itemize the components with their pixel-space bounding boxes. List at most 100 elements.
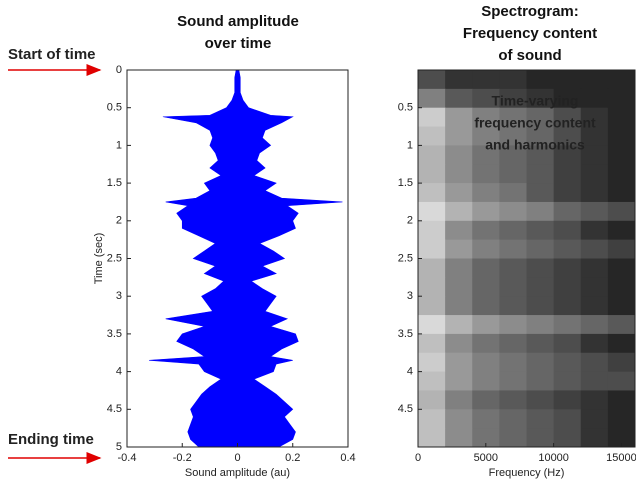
time-annotation: Ending time — [8, 431, 94, 448]
spectrogram-cell — [526, 164, 555, 184]
spectrogram-cell — [607, 258, 636, 278]
spectrogram-cell — [445, 428, 473, 448]
spectrogram-cell — [526, 428, 555, 448]
spectrogram-cell — [553, 315, 582, 335]
spectrogram-cell — [580, 220, 609, 241]
spectrogram-cell — [418, 183, 446, 203]
spectrogram-cell — [607, 107, 636, 128]
spectrogram-cell — [445, 296, 473, 316]
spectrogram-cell — [418, 296, 446, 316]
spectrogram-cell — [526, 409, 555, 429]
y-tick-label: 1 — [407, 139, 413, 151]
spectrogram-cell — [607, 390, 636, 410]
spectrogram-cell — [553, 107, 582, 128]
spectrogram-cell — [607, 428, 636, 448]
y-tick-label: 0.5 — [398, 102, 413, 114]
spectrogram-cell — [580, 70, 609, 90]
spectrogram-cell — [445, 390, 473, 410]
spectrogram-cell — [418, 352, 446, 373]
x-tick-label: 0 — [415, 452, 421, 464]
spectrogram-cell — [472, 70, 500, 90]
spectrogram-cell — [445, 315, 473, 335]
spectrogram-cell — [526, 390, 555, 410]
y-tick-label: 4.5 — [107, 403, 122, 415]
spectrogram-cell — [526, 277, 555, 297]
spectrogram-cell — [499, 390, 527, 410]
spectrogram-cell — [553, 277, 582, 297]
spectrogram-cell — [499, 428, 527, 448]
spectrogram-cell — [499, 296, 527, 316]
spectrogram-cell — [418, 220, 446, 241]
spectrogram-cell — [526, 333, 555, 354]
time-annotation: Start of time — [8, 46, 96, 63]
spectrogram-annotation: and harmonics — [485, 137, 585, 153]
spectrogram-cell — [472, 428, 500, 448]
spectrogram-cell — [472, 220, 500, 241]
spectrogram-cell — [553, 220, 582, 241]
spectrogram-cell — [553, 258, 582, 278]
spectrogram-cell — [580, 126, 609, 146]
spectrogram-cell — [526, 201, 555, 222]
spectrogram-annotation: Time-varying — [492, 93, 579, 109]
spectrogram-cell — [472, 352, 500, 373]
chart-title: over time — [205, 35, 272, 52]
spectrogram-cell — [553, 145, 582, 165]
spectrogram-cell — [418, 428, 446, 448]
spectrogram-cell — [472, 258, 500, 278]
y-tick-label: 4 — [407, 366, 413, 378]
spectrogram-cell — [472, 409, 500, 429]
spectrogram-cell — [472, 296, 500, 316]
y-tick-label: 4.5 — [398, 403, 413, 415]
spectrogram-cell — [472, 201, 500, 222]
spectrogram-cell — [580, 164, 609, 184]
spectrogram-cell — [553, 428, 582, 448]
spectrogram-cell — [445, 371, 473, 391]
x-axis-label: Frequency (Hz) — [489, 467, 565, 479]
spectrogram-cell — [499, 70, 527, 90]
y-tick-label: 2.5 — [107, 252, 122, 264]
y-tick-label: 5 — [116, 441, 122, 453]
spectrogram-cell — [553, 164, 582, 184]
spectrogram-cell — [607, 239, 636, 259]
y-tick-label: 2 — [407, 215, 413, 227]
spectrogram-cell — [526, 88, 555, 109]
spectrogram-cell — [472, 239, 500, 259]
spectrogram-cell — [607, 164, 636, 184]
spectrogram-cell — [607, 126, 636, 146]
spectrogram-cell — [418, 371, 446, 391]
spectrogram-cell — [418, 333, 446, 354]
spectrogram-cell — [472, 183, 500, 203]
chart-title: of sound — [498, 47, 561, 64]
spectrogram-cell — [553, 88, 582, 109]
spectrogram-cell — [418, 315, 446, 335]
spectrogram-cell — [418, 88, 446, 109]
y-tick-label: 3.5 — [107, 328, 122, 340]
spectrogram-cell — [418, 409, 446, 429]
spectrogram-cell — [499, 409, 527, 429]
spectrogram-cell — [472, 164, 500, 184]
x-tick-label: 0 — [234, 452, 240, 464]
x-tick-label: -0.4 — [118, 452, 137, 464]
spectrogram-cell — [499, 258, 527, 278]
spectrogram-cell — [580, 88, 609, 109]
spectrogram-cell — [499, 183, 527, 203]
spectrogram-cell — [499, 315, 527, 335]
spectrogram-cell — [499, 126, 527, 146]
y-tick-label: 3 — [407, 290, 413, 302]
spectrogram-cell — [445, 88, 473, 109]
spectrogram-cell — [445, 126, 473, 146]
spectrogram-cell — [607, 352, 636, 373]
spectrogram-cell — [553, 352, 582, 373]
spectrogram-cell — [526, 145, 555, 165]
spectrogram-cell — [607, 315, 636, 335]
spectrogram-cell — [607, 277, 636, 297]
spectrogram-cell — [553, 371, 582, 391]
y-tick-label: 3 — [116, 290, 122, 302]
spectrogram-cell — [418, 390, 446, 410]
spectrogram-cell — [580, 333, 609, 354]
spectrogram-cell — [499, 371, 527, 391]
spectrogram-cell — [445, 333, 473, 354]
spectrogram-cell — [553, 201, 582, 222]
y-tick-label: 1.5 — [398, 177, 413, 189]
spectrogram-cell — [607, 183, 636, 203]
